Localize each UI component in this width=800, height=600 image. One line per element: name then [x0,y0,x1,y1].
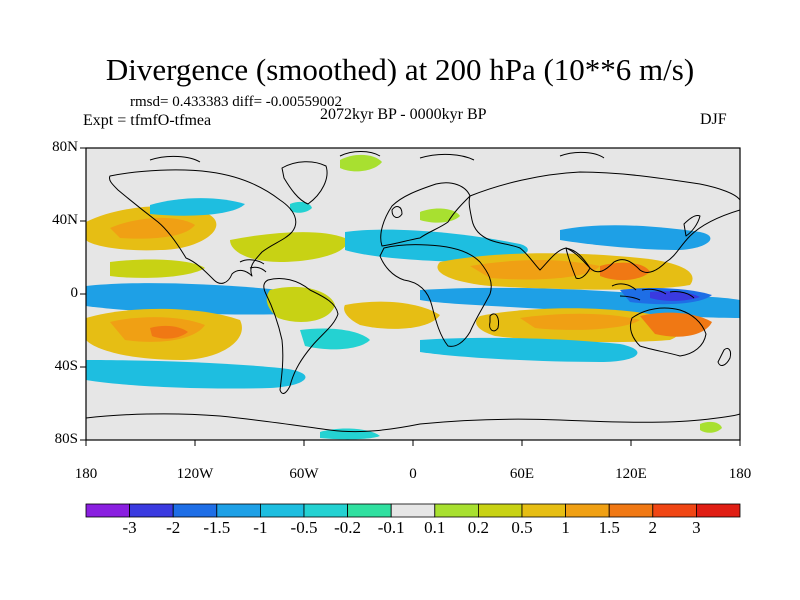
colorbar-swatch-12 [608,503,654,518]
colorbar-swatch-5 [303,503,348,518]
lat-label-40n: 40N [52,212,78,228]
colorbar-swatch-10 [521,503,566,518]
coastline-north-america [109,169,297,284]
lat-label-80s: 80S [54,431,78,447]
coastlines [86,151,740,433]
coastline-maritime-continent [611,283,695,301]
season-label: DJF [700,111,727,128]
coastline-japan [683,215,701,237]
coastline-india [565,247,591,279]
colorbar-label: 3 [692,518,701,537]
colorbar-swatch-11 [565,503,610,518]
stats-text: rmsd= 0.433383 diff= -0.00559002 [130,94,343,110]
colorbar-swatch-1 [129,503,174,518]
lat-label-40s: 40S [54,358,78,374]
coastline-south-america [263,277,339,394]
colorbar-swatch-2 [172,503,218,518]
colorbar-swatch-9 [477,503,523,518]
field-negative-south-pac [86,360,306,389]
coastline-africa [379,244,492,347]
colorbar-swatch-0 [85,503,130,518]
field-positive-australia [640,312,712,337]
field-core-spacific [150,325,188,339]
colorbar-swatch-7 [390,503,436,518]
map-panel [80,147,741,446]
colorbar-label: 0.1 [424,518,446,537]
colorbar-label: -3 [122,518,137,537]
colorbar-label: 0.5 [511,518,533,537]
coastline-arctic-islands [149,151,605,163]
experiment-label: Expt = tfmfO-tfmea [83,112,212,129]
coastline-greenland [281,161,328,205]
field-negative-asia [560,225,711,250]
colorbar-label: -2 [166,518,181,537]
plot-title: Divergence (smoothed) at 200 hPa (10**6 … [105,52,695,87]
colorbar-label: 1 [561,518,570,537]
coastline-new-zealand [717,347,731,366]
colorbar-swatch-14 [696,503,741,518]
coastline-madagascar [489,313,499,332]
lon-label-180w: 180 [74,466,98,482]
colorbar-label: -0.1 [377,518,405,537]
colorbar-label: 2 [648,518,658,537]
field-negative-south-io [420,337,638,362]
field-strong-io [470,260,600,280]
lon-label-120w: 120W [176,466,214,482]
colorbar-label: -0.2 [334,518,362,537]
colorbar-swatch-8 [434,503,479,518]
colorbar-label: -0.5 [290,518,318,537]
colorbar-swatch-3 [216,503,261,518]
colorbar-label: -1.5 [203,518,231,537]
field-small-greenland [290,201,312,213]
colorbar-swatch-4 [259,503,305,518]
lon-label-180e: 180 [728,466,752,482]
colorbar [85,503,741,518]
lat-label-80n: 80N [52,139,78,155]
lon-label-0: 0 [409,466,417,482]
field-positive-samerica [266,286,335,322]
lon-label-60w: 60W [289,466,319,482]
colorbar-label: 1.5 [598,518,620,537]
field-positive-npac-east [110,259,205,278]
lon-label-60e: 60E [509,466,535,482]
field-negative-equator [86,283,326,315]
colorbar-label: 0.2 [467,518,490,537]
coastline-caribbean [239,259,267,273]
colorbar-label: -1 [253,518,268,537]
field-negative-na [150,198,245,216]
field-negative-south-atl [300,328,370,350]
tick-marks [80,147,741,446]
field-positive-satlantic [344,301,440,329]
colorbar-swatch-6 [347,503,392,518]
coastline-antarctica [86,413,740,433]
period-label: 2072kyr BP - 0000kyr BP [320,106,487,123]
field-small-arctic [340,154,382,172]
field-strong-npacific [110,217,195,239]
lat-label-0: 0 [70,285,79,301]
field-strong-sindian [520,313,640,330]
colorbar-swatch-13 [652,503,697,518]
divergence-field [86,154,740,440]
coastline-australia [629,307,707,357]
coastline-uk [391,206,403,218]
lon-label-120e: 120E [615,466,647,482]
field-small-sw-pac [700,421,722,433]
coastline-asia [468,171,740,273]
